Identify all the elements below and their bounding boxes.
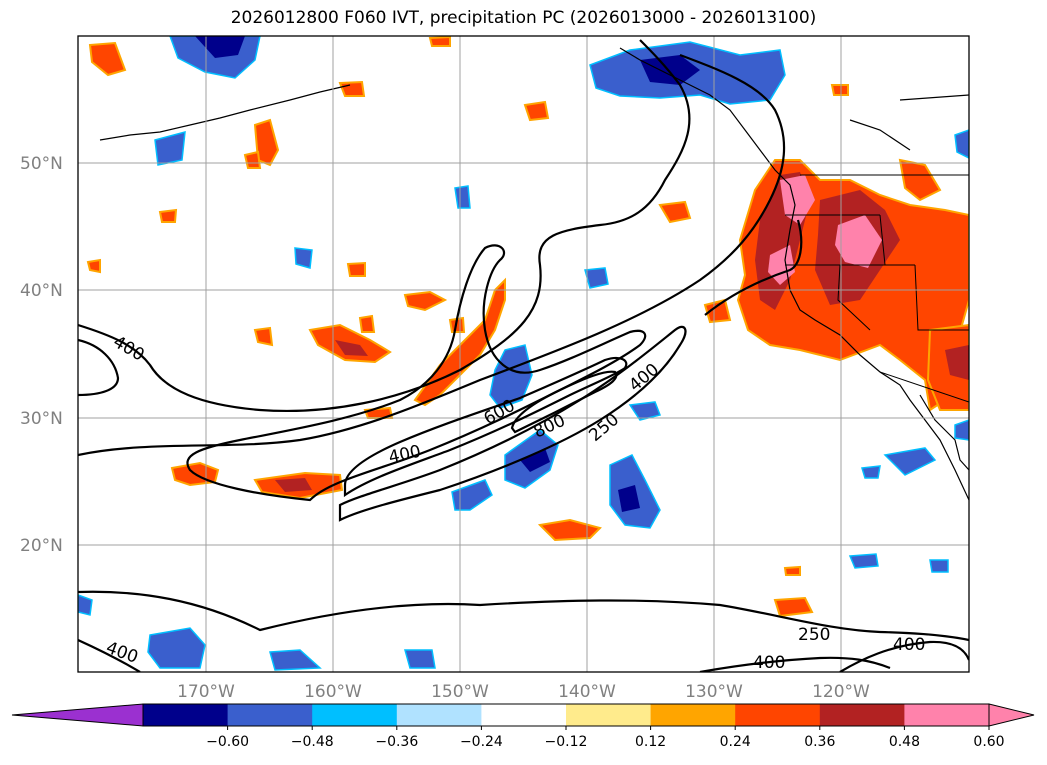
lon-label: 140°W — [558, 682, 616, 702]
longitude-labels: 170°W 160°W 150°W 140°W 130°W 120°W — [177, 682, 870, 702]
lat-label: 50°N — [20, 154, 63, 174]
colorbar-tick-label: −0.24 — [460, 734, 503, 750]
contour-400-south — [78, 638, 141, 672]
colorbar-tick-label: 0.12 — [635, 734, 666, 750]
lat-label: 30°N — [20, 409, 63, 429]
contour-400-inner — [78, 338, 120, 397]
lat-label: 40°N — [20, 281, 63, 301]
map-frame — [77, 35, 970, 673]
colorbar-tick-label: −0.36 — [375, 734, 418, 750]
colorbar-tick-label: 0.24 — [720, 734, 751, 750]
colorbar-tick-label: −0.60 — [206, 734, 249, 750]
latitude-labels: 50°N 40°N 30°N 20°N — [20, 154, 63, 556]
contour-label: 250 — [585, 410, 623, 446]
lon-label: 130°W — [685, 682, 743, 702]
political-borders — [785, 174, 969, 403]
colorbar-segment — [227, 704, 313, 726]
lon-label: 160°W — [304, 682, 362, 702]
contour-400-mid — [338, 325, 687, 522]
contour-label: 400 — [103, 638, 140, 668]
colorbar-segment — [396, 704, 482, 726]
contour-250-lat40 — [704, 219, 803, 316]
contour-800 — [343, 356, 628, 498]
contour-800-core — [510, 370, 618, 434]
colorbar-segment — [904, 704, 990, 726]
lon-label: 170°W — [177, 682, 235, 702]
contour-400-outer — [78, 39, 691, 413]
map-title: 2026012800 F060 IVT, precipitation PC (2… — [230, 8, 817, 28]
contour-label: 400 — [110, 332, 148, 366]
contour-250-plume — [78, 53, 786, 457]
colorbar: −0.60 −0.48 −0.36 −0.24 −0.12 0.12 0.24 0.36 0.4… — [11, 703, 1035, 750]
colorbar-segment — [735, 704, 821, 726]
colorbar-segment — [312, 704, 398, 726]
colorbar-extend-high — [988, 703, 1035, 727]
ivt-contours — [78, 39, 969, 672]
colorbar-extend-low — [11, 703, 144, 727]
colorbar-tick-label: 0.48 — [889, 734, 920, 750]
colorbar-segment — [566, 704, 652, 726]
colorbar-segment — [481, 704, 567, 726]
contour-400-se — [699, 656, 891, 672]
contour-400-east — [839, 640, 969, 672]
negative-pc-patches — [78, 36, 969, 671]
contour-label: 250 — [798, 625, 830, 645]
colorbar-segment — [819, 704, 905, 726]
contour-label: 400 — [753, 653, 785, 673]
positive-pc-patches — [86, 36, 969, 618]
colorbar-tick-label: −0.12 — [545, 734, 588, 750]
map-area: 400 600 800 250 400 400 400 250 400 400 — [78, 36, 969, 673]
colorbar-tick-label: 0.60 — [973, 734, 1004, 750]
colorbar-segment — [143, 704, 229, 726]
contour-label: 400 — [893, 635, 925, 655]
lon-label: 120°W — [812, 682, 870, 702]
coastlines — [99, 47, 969, 501]
lon-label: 150°W — [431, 682, 489, 702]
colorbar-tick-label: 0.36 — [804, 734, 835, 750]
graticule — [78, 36, 969, 672]
colorbar-segment — [650, 704, 736, 726]
colorbar-tick-label: −0.48 — [291, 734, 334, 750]
lat-label: 20°N — [20, 536, 63, 556]
contour-250-south — [78, 590, 969, 642]
